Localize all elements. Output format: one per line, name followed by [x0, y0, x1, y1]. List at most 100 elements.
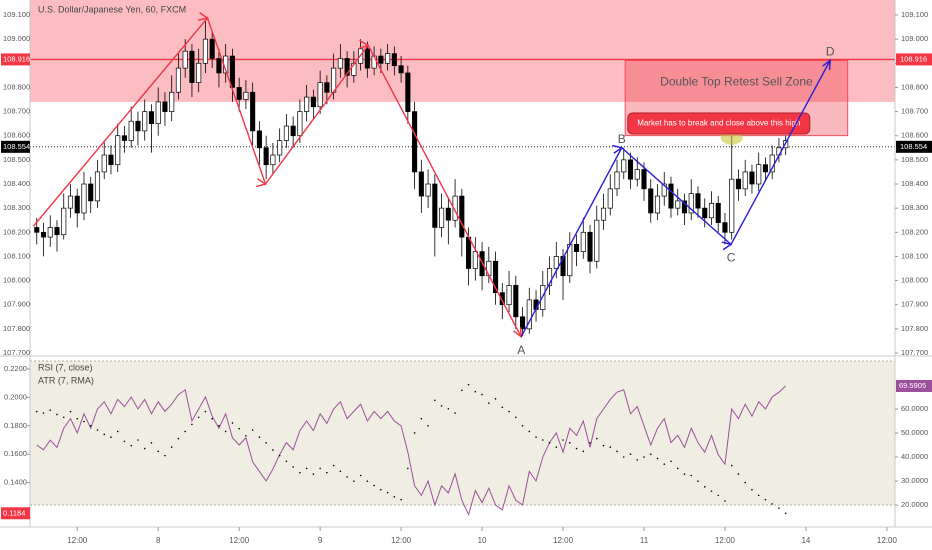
y-tick-label-left: 109.000 — [3, 34, 30, 43]
atr-tick-label: 0.2200 — [4, 364, 27, 373]
candle-body — [202, 38, 208, 64]
y-tick-label-left: 108.000 — [3, 276, 30, 285]
atr-dot — [710, 490, 713, 492]
atr-dot — [690, 474, 693, 477]
atr-dot — [35, 410, 38, 413]
candle-body — [722, 222, 728, 233]
candle-body — [162, 101, 168, 112]
candle-body — [742, 171, 748, 190]
candle-body — [229, 55, 235, 88]
atr-dot — [515, 416, 517, 419]
atr-dot — [359, 474, 362, 477]
atr-dot — [528, 430, 531, 433]
atr-dot — [488, 402, 490, 404]
x-tick-label: 9 — [318, 536, 323, 545]
y-tick-label-left: 107.800 — [3, 324, 30, 333]
atr-dot — [110, 436, 112, 438]
atr-dot — [568, 442, 571, 444]
candle-body — [405, 72, 411, 112]
x-tick-label: 12:00 — [715, 536, 736, 545]
y-tick-label-left: 108.600 — [3, 131, 30, 140]
candle-body — [169, 91, 175, 112]
atr-dot — [481, 393, 483, 396]
x-tick-label: 8 — [156, 536, 161, 545]
atr-last-label: 0.1184 — [3, 508, 25, 517]
atr-dot — [751, 488, 753, 491]
y-tick-label: 108.600 — [901, 131, 928, 140]
atr-dot — [62, 416, 65, 419]
atr-dot — [589, 442, 591, 444]
candle-body — [412, 111, 418, 173]
x-tick-label: 11 — [640, 536, 649, 545]
atr-dot — [224, 430, 227, 433]
atr-dot — [744, 481, 747, 484]
candle-body — [439, 207, 445, 228]
atr-dot — [204, 410, 207, 413]
atr-dot — [400, 498, 402, 501]
atr-dot — [380, 488, 382, 491]
candle-body — [101, 154, 107, 173]
candle-body — [121, 135, 128, 141]
atr-dot — [434, 399, 436, 402]
candle-body — [749, 171, 755, 185]
candle-body — [715, 202, 721, 223]
atr-dot — [332, 464, 335, 467]
atr-dot — [218, 425, 220, 427]
y-tick-label-left: 108.300 — [3, 203, 30, 212]
atr-dot — [143, 447, 146, 450]
atr-dot — [393, 496, 396, 498]
candle-body — [155, 101, 161, 124]
atr-dot — [656, 457, 659, 460]
y-tick-label: 108.100 — [901, 251, 928, 260]
candle-body — [243, 91, 249, 100]
candle-body — [277, 140, 283, 156]
candle-body — [236, 87, 242, 100]
candle-body — [310, 96, 316, 108]
rsi-tick-label: 40.0000 — [901, 452, 928, 461]
atr-dot — [312, 473, 315, 475]
atr-dot — [157, 450, 159, 453]
atr-dot — [629, 453, 632, 456]
atr-dot — [170, 446, 173, 448]
atr-dot — [541, 439, 544, 441]
candle-body — [54, 227, 60, 236]
atr-dot — [467, 383, 470, 386]
y-tick-label-left: 109.100 — [3, 10, 30, 19]
candle-body — [115, 135, 121, 166]
atr-dot — [535, 436, 537, 438]
candle-body — [546, 268, 553, 286]
atr-dot — [96, 429, 99, 431]
chart-title: U.S. Dollar/Japanese Yen, 60, FXCM — [38, 4, 186, 14]
atr-dot — [555, 446, 558, 448]
y-tick-label-left: 108.700 — [3, 107, 30, 116]
candle-body — [81, 183, 87, 214]
candle-body — [675, 200, 681, 209]
candle-body — [614, 171, 620, 190]
atr-dot — [258, 436, 261, 438]
atr-dot — [366, 480, 369, 482]
price-level-tag-left — [1, 53, 30, 66]
atr-dot — [177, 437, 180, 440]
price-level-tag — [896, 140, 932, 153]
atr-dot — [285, 460, 288, 463]
candle-body — [459, 195, 465, 238]
atr-dot — [89, 425, 92, 427]
candle-body — [425, 183, 431, 197]
candle-body — [756, 164, 762, 185]
candle-body — [729, 178, 735, 233]
atr-dot — [622, 456, 625, 458]
candle-body — [560, 256, 566, 277]
candle-body — [735, 178, 742, 190]
atr-tick-label: 0.1800 — [4, 421, 27, 430]
atr-dot — [420, 417, 423, 420]
price-level-label: 108.554 — [900, 142, 927, 151]
candle-body — [317, 82, 323, 108]
candle-body — [47, 227, 53, 238]
candle-body — [128, 120, 134, 141]
rsi-tick-label: 50.0000 — [901, 428, 928, 437]
atr-dot — [609, 446, 612, 448]
x-tick-label: 14 — [801, 536, 810, 545]
atr-dot — [150, 442, 153, 444]
atr-dot — [636, 459, 639, 461]
atr-dot — [56, 413, 58, 416]
